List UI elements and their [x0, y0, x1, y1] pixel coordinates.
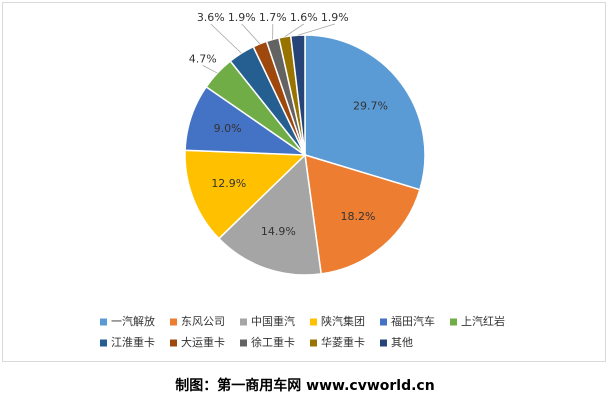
- data-label: 4.7%: [189, 52, 217, 65]
- data-label: 9.0%: [214, 122, 242, 135]
- legend-swatch: [380, 340, 387, 347]
- legend-label: 徐工重卡: [251, 335, 295, 349]
- data-label: 14.9%: [261, 225, 296, 238]
- legend-label: 上汽红岩: [461, 314, 505, 328]
- legend-label: 江淮重卡: [111, 335, 155, 349]
- legend-label: 大运重卡: [181, 335, 225, 349]
- legend-swatch: [450, 319, 457, 326]
- data-label: 1.9%: [321, 11, 349, 24]
- data-label: 29.7%: [353, 99, 388, 112]
- data-label: 3.6%: [197, 11, 225, 24]
- data-label: 1.9%: [228, 11, 256, 24]
- legend-label: 一汽解放: [111, 314, 155, 328]
- legend-swatch: [380, 319, 387, 326]
- footer: 制图：第一商用车网 www.cvworld.cn: [175, 377, 434, 394]
- legend-swatch: [100, 340, 107, 347]
- legend-swatch: [240, 319, 247, 326]
- data-label: 1.6%: [290, 11, 318, 24]
- data-label: 18.2%: [340, 210, 375, 223]
- legend-label: 福田汽车: [391, 314, 435, 328]
- legend-swatch: [310, 340, 317, 347]
- legend-label: 东风公司: [181, 315, 225, 328]
- legend-label: 华菱重卡: [321, 335, 365, 349]
- legend-label: 陕汽集团: [321, 314, 365, 328]
- legend-swatch: [100, 319, 107, 326]
- legend-swatch: [170, 340, 177, 347]
- data-label: 12.9%: [211, 177, 246, 190]
- legend-label: 中国重汽: [251, 314, 295, 328]
- legend-swatch: [310, 319, 317, 326]
- legend-label: 其他: [391, 336, 413, 349]
- legend-swatch: [170, 319, 177, 326]
- data-label: 1.7%: [259, 11, 287, 24]
- legend-swatch: [240, 340, 247, 347]
